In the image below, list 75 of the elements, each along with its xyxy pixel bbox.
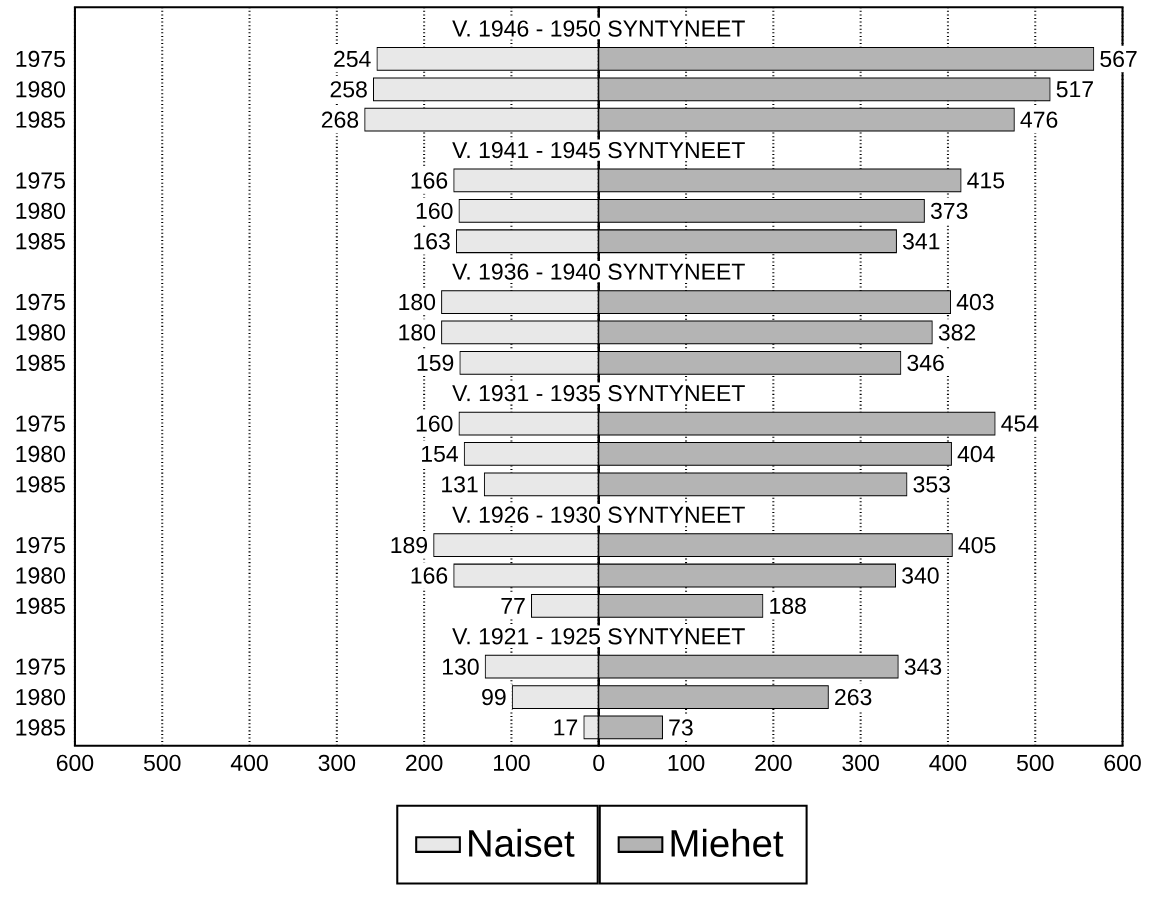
data-label: 353 [913, 476, 950, 493]
data-label: 403 [956, 293, 994, 311]
data-label: 159 [417, 354, 454, 371]
y-tick-label: 1980 [16, 688, 65, 706]
data-label: 517 [1056, 81, 1093, 98]
x-tick-label: 600 [56, 754, 94, 771]
data-label: 382 [938, 324, 976, 341]
x-tick-label: 0 [593, 754, 605, 771]
data-label: 405 [958, 536, 996, 554]
y-tick-label: 1975 [16, 415, 65, 432]
x-tick-label: 200 [406, 754, 443, 771]
annotation: V. 1921 - 1925 SYNTYNEET [452, 627, 745, 645]
data-label: 180 [399, 324, 436, 341]
legend-label: Naiset [469, 828, 575, 857]
annotation: V. 1946 - 1950 SYNTYNEET [452, 20, 745, 37]
data-label: 189 [391, 536, 428, 554]
annotation: V. 1931 - 1935 SYNTYNEET [452, 384, 745, 402]
annotation: V. 1941 - 1945 SYNTYNEET [452, 141, 745, 159]
y-tick-label: 1985 [16, 597, 65, 614]
y-tick-label: 1980 [16, 81, 65, 98]
legend-label: Miehet [671, 828, 784, 857]
data-label: 341 [902, 232, 940, 250]
data-label: 340 [902, 567, 939, 584]
data-label: 154 [422, 445, 458, 462]
data-label: 131 [442, 476, 478, 493]
x-tick-label: 200 [755, 754, 792, 771]
y-tick-label: 1980 [16, 324, 65, 341]
data-label: 160 [416, 202, 453, 219]
data-label: 160 [416, 415, 453, 432]
data-label: 163 [414, 232, 450, 250]
y-tick-label: 1985 [16, 111, 65, 128]
data-label: 268 [321, 111, 359, 128]
annotation: V. 1936 - 1940 SYNTYNEET [452, 263, 745, 280]
data-label: 343 [904, 658, 942, 675]
data-label: 166 [411, 172, 448, 189]
data-label: 415 [967, 172, 1005, 189]
data-label: 99 [482, 688, 506, 706]
data-label: 454 [1001, 415, 1039, 432]
y-tick-label: 1975 [16, 172, 65, 189]
y-tick-label: 1985 [16, 354, 65, 371]
data-label: 404 [957, 445, 995, 462]
data-label: 373 [930, 202, 968, 219]
data-label: 73 [669, 719, 693, 736]
y-tick-label: 1980 [16, 202, 65, 219]
data-label: 17 [554, 719, 578, 736]
x-tick-label: 100 [494, 754, 530, 771]
y-tick-label: 1980 [16, 445, 65, 462]
x-tick-label: 300 [842, 754, 879, 771]
x-tick-label: 400 [230, 754, 268, 771]
data-label: 180 [399, 293, 436, 311]
y-tick-label: 1985 [16, 232, 65, 250]
data-label: 258 [330, 81, 367, 98]
x-tick-label: 300 [318, 754, 356, 771]
x-tick-label: 400 [929, 754, 967, 771]
x-tick-label: 500 [1016, 754, 1054, 771]
data-label: 346 [907, 354, 944, 371]
data-label: 254 [334, 50, 371, 67]
y-tick-label: 1985 [16, 719, 65, 736]
data-label: 567 [1100, 50, 1137, 67]
data-label: 476 [1020, 111, 1058, 128]
y-tick-label: 1975 [16, 50, 65, 67]
annotation: V. 1926 - 1930 SYNTYNEET [452, 506, 745, 523]
data-label: 263 [835, 688, 872, 706]
data-label: 188 [770, 597, 806, 614]
y-tick-label: 1985 [16, 476, 65, 493]
y-tick-label: 1975 [16, 293, 65, 311]
data-label: 130 [442, 658, 479, 675]
y-tick-label: 1975 [16, 536, 65, 554]
y-tick-label: 1975 [16, 658, 65, 675]
data-label: 166 [411, 567, 448, 584]
x-tick-label: 600 [1104, 754, 1141, 771]
y-tick-label: 1980 [16, 567, 65, 584]
data-label: 77 [501, 597, 525, 614]
x-tick-label: 100 [668, 754, 705, 771]
x-tick-label: 500 [143, 754, 181, 771]
